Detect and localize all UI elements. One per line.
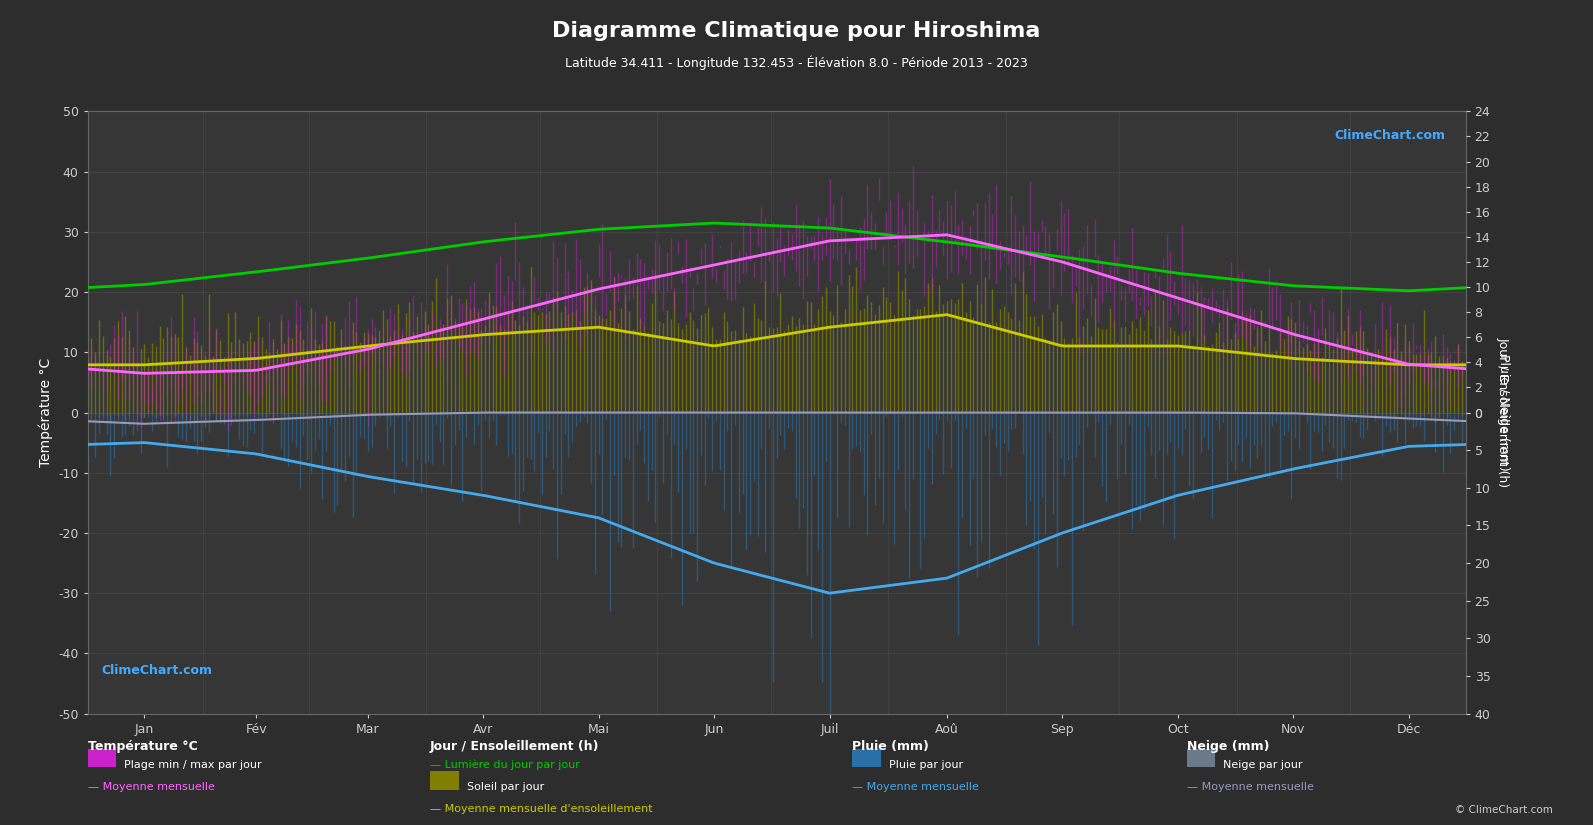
Text: — Moyenne mensuelle: — Moyenne mensuelle [1187,782,1314,792]
Y-axis label: Température °C: Température °C [38,358,53,467]
Text: Latitude 34.411 - Longitude 132.453 - Élévation 8.0 - Période 2013 - 2023: Latitude 34.411 - Longitude 132.453 - Él… [566,55,1027,70]
Text: Température °C: Température °C [88,740,198,753]
Text: ClimeChart.com: ClimeChart.com [1333,130,1445,143]
Text: — Moyenne mensuelle d'ensoleillement: — Moyenne mensuelle d'ensoleillement [430,804,653,813]
Y-axis label: Jour / Ensoleillement (h): Jour / Ensoleillement (h) [1497,337,1510,488]
Text: Neige par jour: Neige par jour [1223,760,1303,770]
Text: Pluie par jour: Pluie par jour [889,760,964,770]
Text: — Lumière du jour par jour: — Lumière du jour par jour [430,760,580,771]
Text: — Moyenne mensuelle: — Moyenne mensuelle [852,782,980,792]
Text: Pluie (mm): Pluie (mm) [852,740,929,753]
Text: Jour / Ensoleillement (h): Jour / Ensoleillement (h) [430,740,599,753]
Text: ClimeChart.com: ClimeChart.com [102,664,212,677]
Text: Plage min / max par jour: Plage min / max par jour [124,760,261,770]
Y-axis label: Pluie / Neige (mm): Pluie / Neige (mm) [1497,354,1510,471]
Text: © ClimeChart.com: © ClimeChart.com [1456,805,1553,815]
Text: Diagramme Climatique pour Hiroshima: Diagramme Climatique pour Hiroshima [553,21,1040,40]
Text: — Moyenne mensuelle: — Moyenne mensuelle [88,782,215,792]
Text: Neige (mm): Neige (mm) [1187,740,1270,753]
Text: Soleil par jour: Soleil par jour [467,782,543,792]
